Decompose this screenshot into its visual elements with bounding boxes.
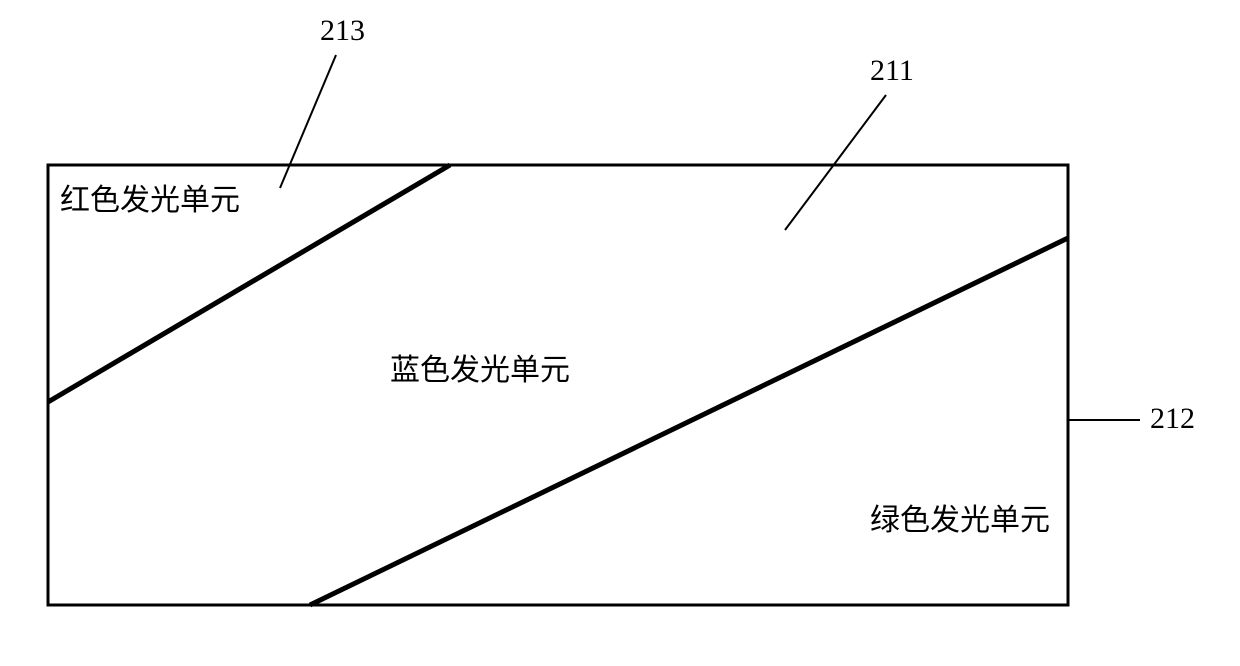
region-label-blue: 蓝色发光单元	[390, 354, 570, 387]
pixel-diagram: 红色发光单元 蓝色发光单元 绿色发光单元 213 211 212	[0, 0, 1240, 666]
divider-line-lower	[310, 238, 1068, 605]
region-label-green: 绿色发光单元	[870, 504, 1050, 537]
callout-label-212: 212	[1150, 402, 1195, 435]
callout-label-211: 211	[870, 54, 914, 87]
region-label-red: 红色发光单元	[60, 184, 240, 217]
callout-label-213: 213	[320, 14, 365, 47]
callout-line-213	[280, 55, 336, 188]
callout-line-211	[785, 95, 886, 230]
